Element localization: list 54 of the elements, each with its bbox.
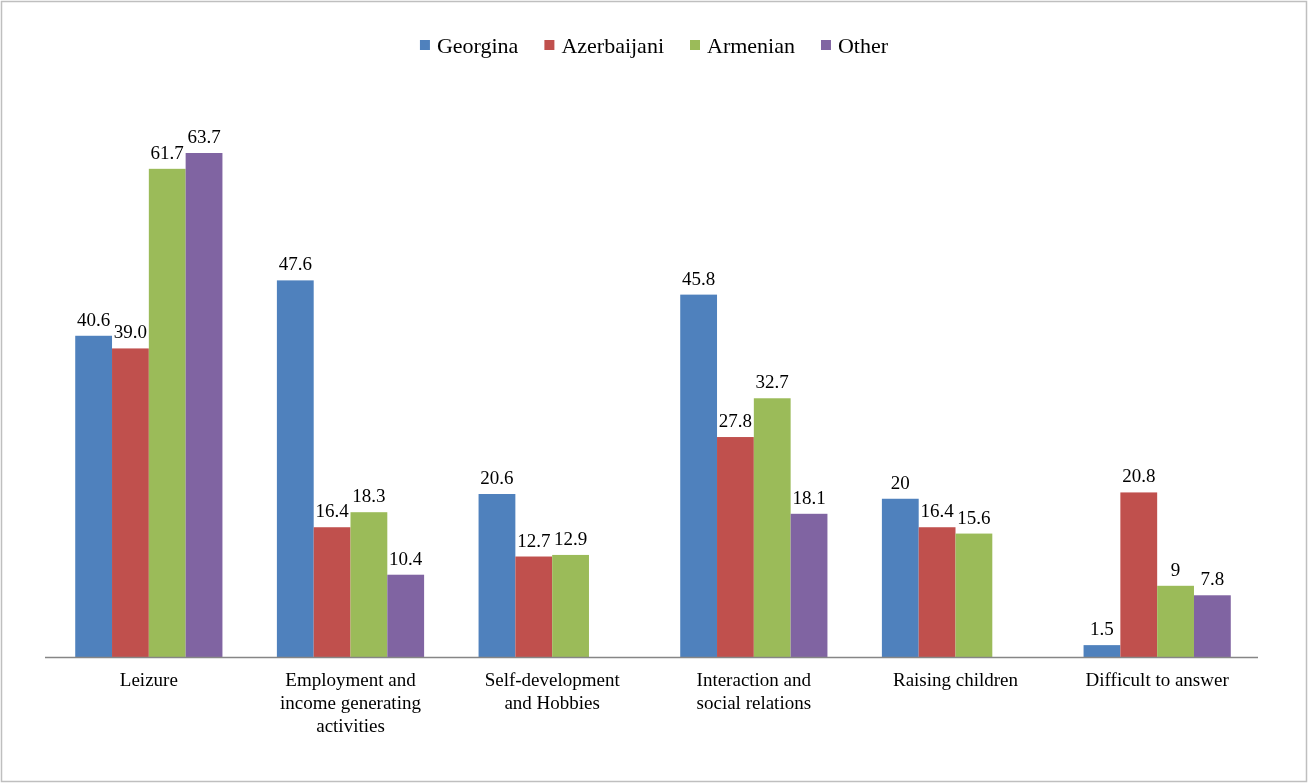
bar xyxy=(717,437,754,657)
x-tick-label: Interaction and social relations xyxy=(696,669,812,713)
data-label: 16.4 xyxy=(920,500,955,522)
data-label: 32.7 xyxy=(755,371,789,393)
bar xyxy=(112,348,149,657)
data-label: 27.8 xyxy=(718,410,753,432)
data-label: 20.8 xyxy=(1122,465,1156,487)
bar xyxy=(185,153,223,657)
bar xyxy=(350,512,388,657)
data-label: 20 xyxy=(890,471,910,493)
bar xyxy=(1120,492,1158,657)
legend-label: Azerbaijani xyxy=(561,32,664,58)
x-tick-label: Employment and income generating activities xyxy=(280,669,422,736)
bar xyxy=(478,494,516,657)
bar xyxy=(75,335,113,657)
data-label: 39.0 xyxy=(113,321,148,343)
legend-label: Other xyxy=(837,32,889,58)
data-label: 20.6 xyxy=(480,467,514,489)
bar xyxy=(1193,595,1231,657)
bar xyxy=(313,527,351,657)
bar xyxy=(790,513,828,657)
x-tick-label: Raising children xyxy=(892,669,1019,690)
bar xyxy=(276,280,314,657)
data-label: 18.3 xyxy=(352,485,386,507)
data-label: 12.9 xyxy=(553,527,588,549)
data-label: 16.4 xyxy=(315,500,350,522)
bar xyxy=(1083,645,1121,657)
data-label: 61.7 xyxy=(150,141,184,163)
x-tick-label: Difficult to answer xyxy=(1085,669,1230,690)
bar xyxy=(955,533,993,657)
data-label: 47.6 xyxy=(278,253,312,275)
legend-label: Georgina xyxy=(436,32,519,58)
data-label: 18.1 xyxy=(792,486,826,508)
x-tick-label: Self-development and Hobbies xyxy=(484,669,621,713)
data-label: 1.5 xyxy=(1090,618,1114,640)
bar xyxy=(753,398,791,657)
bar xyxy=(1157,585,1194,657)
data-label: 7.8 xyxy=(1200,568,1225,590)
bar xyxy=(515,556,553,657)
bar xyxy=(387,574,425,657)
data-label: 63.7 xyxy=(187,126,221,147)
data-label: 40.6 xyxy=(77,308,111,330)
bar xyxy=(881,498,919,657)
data-label: 12.7 xyxy=(517,529,551,551)
bar xyxy=(918,527,956,657)
bar xyxy=(680,294,718,657)
bar xyxy=(552,554,589,657)
legend-label: Armenian xyxy=(707,32,795,58)
x-tick-label: Leizure xyxy=(119,669,178,690)
data-label: 9 xyxy=(1170,558,1181,580)
data-label: 45.8 xyxy=(682,267,716,289)
bar xyxy=(148,168,186,657)
data-label: 10.4 xyxy=(389,547,423,569)
data-label: 15.6 xyxy=(957,506,991,528)
